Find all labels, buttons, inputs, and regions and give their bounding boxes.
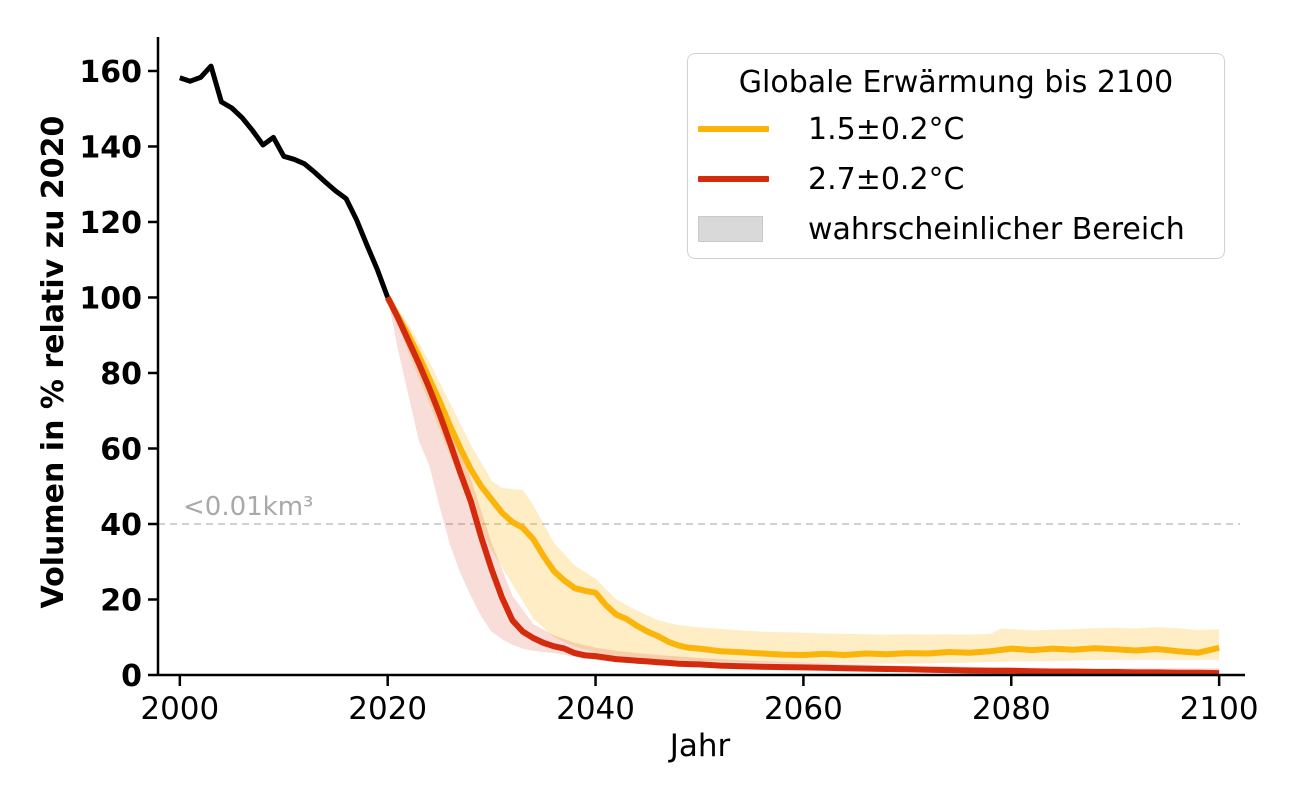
y-tick-label: 100 [79,281,142,316]
legend-entry-2-7c: 2.7±0.2°C [688,154,1224,204]
legend-title: Globale Erwärmung bis 2100 [738,65,1174,100]
y-tick-label: 60 [100,432,142,467]
legend-swatch-wrap [698,176,798,182]
legend-label: 2.7±0.2°C [808,161,965,197]
x-tick-label: 2060 [764,691,843,727]
y-tick-label: 120 [79,206,142,241]
y-tick-label: 140 [79,130,142,165]
threshold-annotation: <0.01km³ [183,492,314,522]
legend-swatch-wrap [698,126,798,132]
y-tick-label: 40 [100,508,142,543]
historical-line [179,63,391,299]
yellow-line-swatch [698,126,769,132]
y-tick-label: 20 [100,583,142,618]
line-1-5c [385,296,1220,658]
legend-label: 1.5±0.2°C [808,111,965,147]
line-2-7c [385,296,1220,677]
y-tick-label: 0 [121,659,142,694]
legend-entry-likely-range: wahrscheinlicher Bereich [688,204,1224,254]
data-lines-layer [179,63,1220,677]
legend-swatch-wrap [698,216,798,242]
x-tick-label: 2100 [1180,691,1259,727]
x-tick-label: 2080 [972,691,1051,727]
y-tick-label: 160 [79,55,142,90]
x-tick-label: 2020 [348,691,427,727]
red-line-swatch [698,176,769,182]
x-axis-title: Jahr [669,728,731,764]
legend-entry-1-5c: 1.5±0.2°C [688,104,1224,154]
legend-label: wahrscheinlicher Bereich [808,211,1185,247]
gray-patch-swatch [698,216,763,242]
y-tick-label: 80 [100,357,142,392]
y-axis-title: Volumen in % relativ zu 2020 [36,115,71,609]
legend: Globale Erwärmung bis 2100 1.5±0.2°C 2.7… [687,53,1225,259]
x-tick-label: 2000 [140,691,219,727]
x-tick-label: 2040 [556,691,635,727]
